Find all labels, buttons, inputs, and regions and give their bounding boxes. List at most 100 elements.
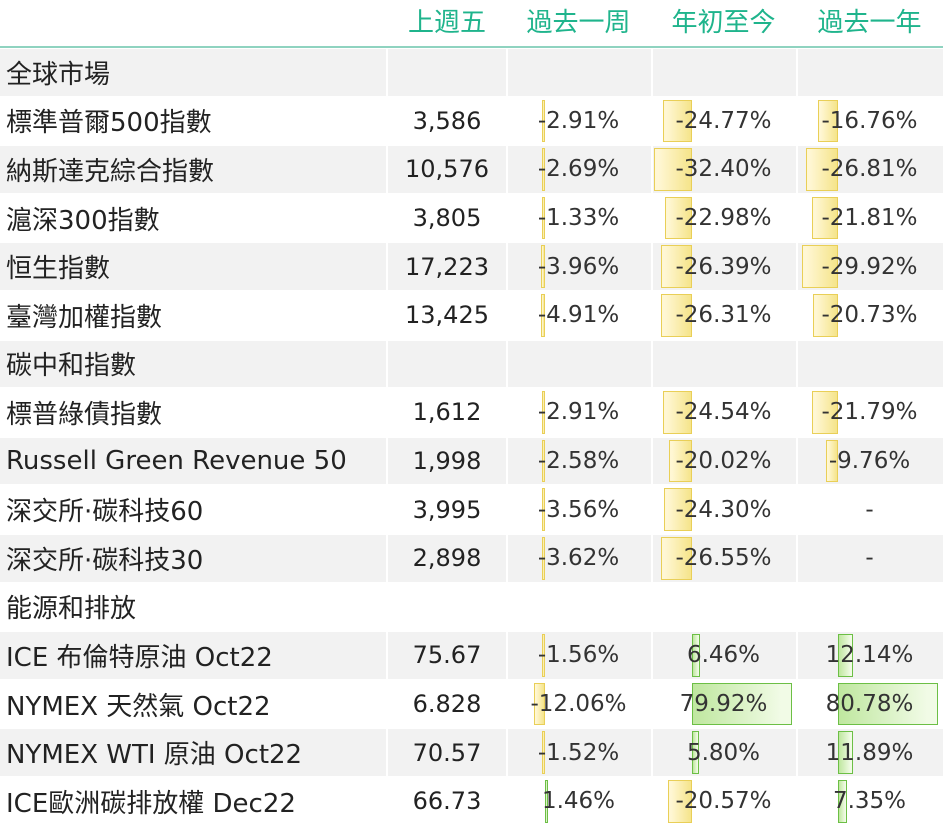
past-year-cell: -9.76% — [796, 438, 943, 485]
column-separator — [506, 292, 508, 339]
ytd-cell: -32.40% — [651, 146, 796, 193]
row-label: ICE 布倫特原油 Oct22 — [6, 632, 386, 679]
row-label-text: 恒生指數 — [6, 254, 111, 285]
column-separator — [386, 729, 388, 776]
past-week-cell: -3.96% — [506, 243, 651, 290]
col-header-ytd: 年初至今 — [671, 8, 776, 38]
ytd-percent: -22.98% — [675, 205, 772, 232]
past-week-cell: -1.33% — [506, 195, 651, 242]
past-week-percent: -3.62% — [537, 545, 620, 572]
past-year-cell: -20.73% — [796, 292, 943, 339]
row-label: NYMEX WTI 原油 Oct22 — [6, 729, 386, 776]
past-week-data-bar — [541, 537, 545, 580]
past-year-data-bar — [838, 780, 848, 823]
table-header: 上週五 過去一周 年初至今 過去一年 — [0, 0, 943, 48]
past-year-percent: -29.92% — [821, 253, 918, 280]
row-label: 深交所·碳科技30 — [6, 535, 386, 582]
column-separator — [651, 49, 653, 96]
past-year-data-bar — [826, 439, 838, 483]
past-year-data-bar — [805, 148, 838, 191]
past-year-cell: -21.81% — [796, 195, 943, 242]
past-week-data-bar — [541, 488, 545, 531]
column-separator — [386, 340, 388, 388]
row-label-text: ICE歐洲碳排放權 Dec22 — [6, 788, 296, 819]
past-week-cell: -3.56% — [506, 486, 651, 533]
column-separator — [506, 486, 508, 533]
column-separator — [386, 146, 388, 193]
past-week-percent: -2.91% — [537, 399, 620, 426]
value-text: 6.828 — [412, 690, 482, 719]
column-separator — [506, 535, 508, 582]
last-friday-value: 3,995 — [388, 486, 506, 533]
table-row: 臺灣加權指數 13,425 -4.91% -26.31% -20.73% — [0, 292, 943, 339]
past-year-data-bar — [838, 682, 938, 726]
column-separator — [796, 486, 798, 533]
column-separator — [796, 292, 798, 339]
ytd-cell: -20.57% — [651, 778, 796, 825]
ytd-data-bar — [692, 731, 700, 774]
ytd-cell: -24.77% — [651, 98, 796, 145]
past-year-percent: -9.76% — [828, 448, 911, 475]
ytd-cell: -24.30% — [651, 486, 796, 533]
past-week-cell: 1.46% — [506, 778, 651, 825]
column-separator — [506, 49, 508, 96]
column-separator — [386, 97, 388, 145]
row-label-text: 標普綠債指數 — [6, 399, 163, 430]
past-week-cell: -12.06% — [506, 681, 651, 728]
row-label-text: NYMEX WTI 原油 Oct22 — [6, 740, 303, 771]
column-separator — [506, 437, 508, 485]
past-year-percent: 7.35% — [832, 788, 907, 815]
table-row: 標普綠債指數 1,612 -2.91% -24.54% -21.79% — [0, 389, 943, 436]
ytd-data-bar — [663, 391, 692, 434]
column-separator — [386, 535, 388, 582]
row-label-text: NYMEX 天然氣 Oct22 — [6, 691, 271, 722]
row-label-text: 深交所·碳科技30 — [6, 545, 204, 576]
column-separator — [651, 97, 653, 145]
column-separator — [386, 243, 388, 290]
past-week-cell: -4.91% — [506, 292, 651, 339]
last-friday-value: 1,998 — [388, 438, 506, 485]
row-label-text: 全球市場 — [6, 59, 111, 90]
past-week-percent: -4.91% — [537, 302, 620, 329]
ytd-percent: -20.57% — [675, 788, 772, 815]
past-year-percent: -20.73% — [821, 302, 918, 329]
col-header-past-year: 過去一年 — [817, 8, 922, 38]
value-text: 1,612 — [412, 398, 482, 427]
last-friday-value: 17,223 — [388, 243, 506, 290]
past-week-percent: -3.56% — [537, 496, 620, 523]
section-header-row: 碳中和指數 — [0, 340, 943, 388]
ytd-percent: -24.30% — [675, 496, 772, 523]
past-week-percent: -2.91% — [537, 107, 620, 134]
last-friday-value: 13,425 — [388, 292, 506, 339]
past-year-cell: - — [796, 535, 943, 582]
ytd-data-bar — [692, 682, 792, 726]
past-week-data-bar — [542, 148, 545, 191]
row-label: ICE歐洲碳排放權 Dec22 — [6, 778, 386, 825]
table-row: ICE歐洲碳排放權 Dec22 66.73 1.46% -20.57% 7.35% — [0, 778, 943, 825]
column-separator — [796, 97, 798, 145]
last-friday-value: 70.57 — [388, 729, 506, 776]
row-label: 標普綠債指數 — [6, 389, 386, 436]
ytd-data-bar — [665, 196, 692, 240]
column-separator — [651, 437, 653, 485]
column-separator — [651, 146, 653, 193]
column-separator — [796, 632, 798, 679]
ytd-data-bar — [667, 780, 692, 823]
table-row: 深交所·碳科技60 3,995 -3.56% -24.30% - — [0, 486, 943, 533]
past-year-cell: 7.35% — [796, 778, 943, 825]
value-text: 3,995 — [412, 495, 482, 524]
past-year-cell: -26.81% — [796, 146, 943, 193]
column-separator — [386, 632, 388, 679]
ytd-data-bar — [662, 99, 692, 143]
past-week-data-bar — [534, 682, 545, 726]
column-separator — [796, 389, 798, 436]
column-separator — [506, 632, 508, 679]
past-week-percent: -2.58% — [537, 448, 620, 475]
col-header-past-week: 過去一周 — [526, 8, 631, 38]
column-separator — [506, 146, 508, 193]
ytd-percent: 5.80% — [686, 739, 761, 766]
column-separator — [386, 778, 388, 825]
value-text: 17,223 — [405, 252, 489, 281]
past-week-percent: -2.69% — [537, 156, 620, 183]
